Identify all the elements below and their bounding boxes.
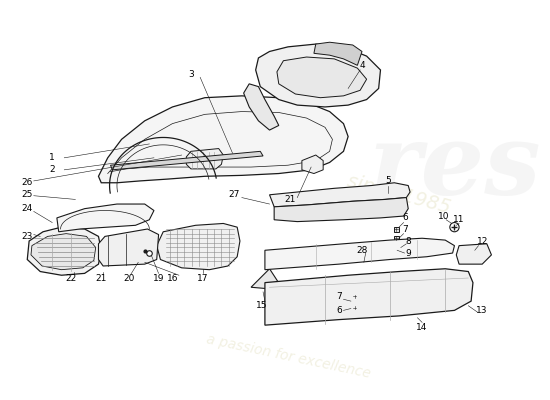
Text: since 1985: since 1985 xyxy=(345,172,453,218)
Text: 16: 16 xyxy=(167,274,178,282)
Polygon shape xyxy=(302,155,323,174)
Polygon shape xyxy=(274,198,408,222)
Text: 1: 1 xyxy=(50,153,55,162)
FancyBboxPatch shape xyxy=(394,236,399,241)
Text: 20: 20 xyxy=(123,274,135,282)
Text: 23: 23 xyxy=(21,232,33,241)
Text: 14: 14 xyxy=(416,322,428,332)
Polygon shape xyxy=(98,96,348,183)
Text: 17: 17 xyxy=(197,274,208,282)
Text: 9: 9 xyxy=(405,248,411,258)
Text: 11: 11 xyxy=(453,215,465,224)
Polygon shape xyxy=(265,269,473,325)
Text: res: res xyxy=(368,119,541,215)
Text: 24: 24 xyxy=(21,204,33,213)
Polygon shape xyxy=(98,229,158,266)
Polygon shape xyxy=(111,151,263,170)
Polygon shape xyxy=(251,269,283,290)
Text: 22: 22 xyxy=(65,274,76,282)
Text: a passion for excellence: a passion for excellence xyxy=(205,332,371,381)
Polygon shape xyxy=(57,204,154,232)
Text: 26: 26 xyxy=(21,178,33,187)
Text: 6: 6 xyxy=(403,214,408,222)
Text: 15: 15 xyxy=(256,301,268,310)
Polygon shape xyxy=(186,148,223,169)
Text: 21: 21 xyxy=(284,195,295,204)
FancyBboxPatch shape xyxy=(353,306,358,310)
Text: 7: 7 xyxy=(336,292,342,301)
Text: 25: 25 xyxy=(21,190,33,199)
FancyBboxPatch shape xyxy=(353,295,358,299)
Polygon shape xyxy=(244,84,279,130)
Circle shape xyxy=(392,245,397,250)
Text: 8: 8 xyxy=(405,236,411,246)
Circle shape xyxy=(450,222,459,232)
Text: 12: 12 xyxy=(476,236,488,246)
FancyBboxPatch shape xyxy=(394,227,399,232)
Polygon shape xyxy=(256,44,381,107)
Polygon shape xyxy=(265,238,454,270)
Polygon shape xyxy=(314,42,362,65)
Text: 5: 5 xyxy=(385,176,390,186)
Text: 6: 6 xyxy=(336,306,342,315)
Polygon shape xyxy=(270,183,410,207)
Text: 4: 4 xyxy=(359,61,365,70)
Polygon shape xyxy=(157,224,240,270)
Text: 7: 7 xyxy=(403,224,408,234)
Text: 2: 2 xyxy=(50,165,55,174)
Text: 21: 21 xyxy=(96,274,107,282)
Text: 10: 10 xyxy=(438,212,449,220)
Text: 19: 19 xyxy=(153,274,164,282)
Text: 28: 28 xyxy=(356,246,368,255)
Polygon shape xyxy=(277,57,367,98)
Polygon shape xyxy=(456,244,492,264)
Polygon shape xyxy=(28,227,101,275)
Text: 3: 3 xyxy=(188,70,194,79)
Text: 27: 27 xyxy=(229,190,240,199)
Polygon shape xyxy=(31,234,96,270)
Text: 13: 13 xyxy=(476,306,488,315)
